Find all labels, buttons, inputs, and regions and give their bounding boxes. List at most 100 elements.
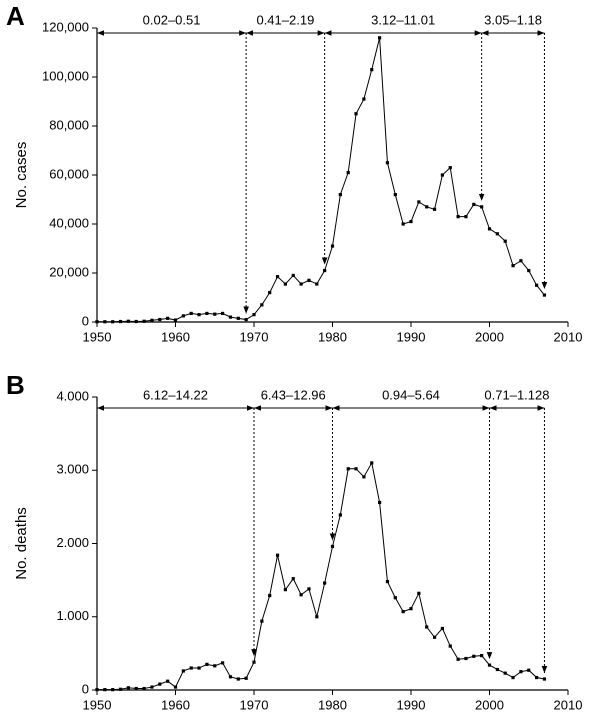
data-point <box>252 313 256 317</box>
data-point <box>111 688 115 692</box>
data-point <box>535 283 539 287</box>
x-tick-label: 2000 <box>475 329 504 344</box>
data-line <box>97 461 545 691</box>
data-point <box>503 671 507 675</box>
data-point <box>354 467 358 471</box>
data-point <box>126 319 130 323</box>
data-point <box>228 315 233 319</box>
data-point <box>181 669 185 673</box>
data-point <box>221 661 225 665</box>
data-point <box>205 662 209 666</box>
data-point <box>385 161 390 165</box>
data-point <box>417 591 421 595</box>
data-point <box>275 275 280 279</box>
data-point <box>346 467 350 471</box>
x-tick-label: 2010 <box>554 329 583 344</box>
data-point <box>197 313 201 317</box>
data-point <box>307 278 311 282</box>
data-point <box>480 653 484 658</box>
data-point <box>464 215 468 219</box>
data-point <box>487 663 492 667</box>
y-tick-label: 120,000 <box>42 19 89 34</box>
data-point <box>456 657 460 661</box>
data-point <box>126 686 130 690</box>
x-tick-label: 1960 <box>161 329 190 344</box>
data-point <box>330 244 335 248</box>
data-point <box>134 686 138 691</box>
y-axis-title: No. cases <box>13 142 30 209</box>
data-point <box>519 259 523 263</box>
y-tick-label: 0 <box>82 313 89 328</box>
panel-label: A <box>6 1 25 31</box>
data-point <box>95 320 99 324</box>
data-point <box>511 264 515 268</box>
data-point <box>542 293 547 297</box>
data-point <box>519 670 523 674</box>
data-point <box>228 675 233 679</box>
panel: B No. deaths 0 1.000 2.000 3.000 4.000 1950 1960… <box>6 370 582 713</box>
y-tick-label: 80,000 <box>49 117 89 132</box>
data-point <box>244 676 248 680</box>
data-point <box>330 544 335 549</box>
interval-label: 0.71–1.128 <box>484 387 549 402</box>
data-point <box>142 319 146 323</box>
y-axis-title: No. deaths <box>13 507 30 580</box>
data-point <box>409 607 413 611</box>
data-point <box>487 227 492 231</box>
x-tick-label: 1980 <box>318 329 347 344</box>
y-tick-label: 100,000 <box>42 68 89 83</box>
data-point <box>440 173 444 177</box>
data-point <box>197 666 201 670</box>
data-point <box>323 268 327 273</box>
data-point <box>362 97 366 101</box>
data-point <box>150 685 154 689</box>
data-point <box>213 664 217 668</box>
data-point <box>189 666 193 670</box>
data-point <box>158 682 162 686</box>
data-point <box>346 170 350 175</box>
data-point <box>417 200 421 204</box>
data-point <box>173 318 178 322</box>
data-point <box>103 320 107 324</box>
data-point <box>456 215 460 219</box>
x-tick-label: 1970 <box>240 329 269 344</box>
data-point <box>150 318 154 322</box>
data-point <box>181 314 185 318</box>
data-point <box>385 579 390 584</box>
y-tick-label: 2.000 <box>56 535 89 550</box>
data-point <box>527 668 531 672</box>
data-point <box>134 319 138 324</box>
data-point <box>236 677 240 681</box>
data-line <box>97 37 545 323</box>
data-point <box>189 311 193 316</box>
data-point <box>236 316 240 320</box>
data-point <box>425 205 429 209</box>
data-point <box>103 688 107 692</box>
interval-label: 3.05–1.18 <box>484 12 542 27</box>
data-point <box>338 193 342 197</box>
data-point <box>252 660 256 664</box>
data-point <box>118 319 123 324</box>
data-point <box>307 587 311 591</box>
x-tick-label: 1960 <box>161 697 190 712</box>
interval-label: 0.02–0.51 <box>143 12 201 27</box>
x-tick-label: 2000 <box>475 697 504 712</box>
y-tick-label: 0 <box>82 681 89 696</box>
interval-label: 0.94–5.64 <box>382 387 440 402</box>
data-point <box>378 36 382 40</box>
panel: A No. cases 0 20,000 40,000 60,000 80,000 100,0… <box>6 1 582 345</box>
data-point <box>432 207 437 211</box>
y-tick-label: 1.000 <box>56 608 89 623</box>
x-tick-label: 2010 <box>554 697 583 712</box>
data-point <box>268 593 272 598</box>
data-point <box>480 205 484 209</box>
data-point <box>432 635 437 639</box>
data-point <box>495 667 499 672</box>
data-point <box>173 685 178 689</box>
data-point <box>221 311 225 316</box>
data-point <box>338 513 342 517</box>
data-point <box>448 644 452 648</box>
interval-label: 6.43–12.96 <box>261 387 326 402</box>
data-point <box>111 320 115 324</box>
